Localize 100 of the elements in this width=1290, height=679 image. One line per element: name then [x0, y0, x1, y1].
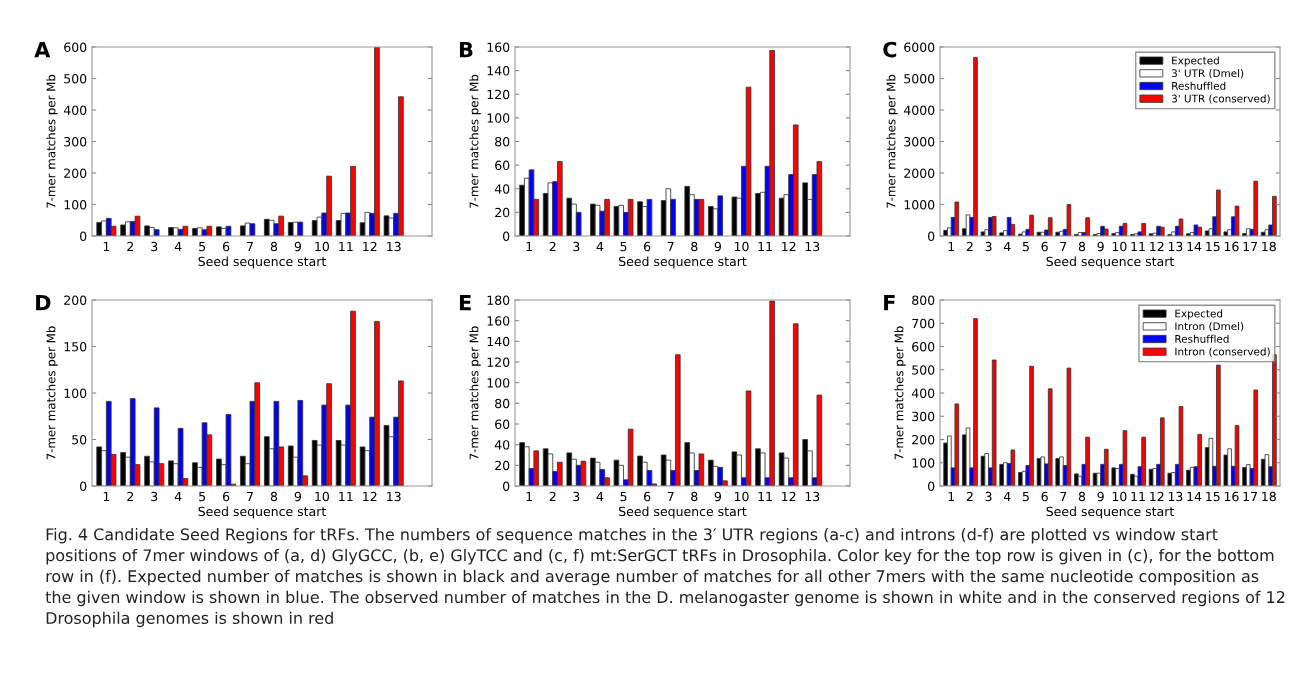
x-tick-label: 17: [1243, 491, 1257, 502]
x-tick-label: 10: [734, 241, 749, 252]
legend-label: Expected: [1175, 309, 1223, 320]
x-tick-label: 8: [270, 491, 278, 502]
x-tick-label: 13: [387, 491, 401, 502]
x-tick-label: 2: [966, 491, 973, 502]
x-tick-label: 18: [1262, 491, 1276, 502]
x-tick-label: 17: [1243, 241, 1257, 252]
y-tick-label: 200: [64, 295, 87, 305]
y-axis-title: 7-mer matches per Mb: [46, 74, 58, 208]
y-tick-label: 1000: [904, 199, 935, 210]
y-tick-label: 600: [64, 42, 87, 52]
x-tick-label: 4: [1003, 491, 1011, 502]
x-tick-label: 7: [667, 491, 674, 502]
x-tick-label: 8: [691, 241, 698, 252]
y-tick-label: 400: [63, 105, 87, 115]
y-tick-label: 3000: [904, 136, 935, 147]
x-tick-label: 6: [222, 241, 230, 252]
x-tick-label: 2: [127, 491, 134, 502]
x-tick-label: 8: [691, 491, 698, 502]
legend-label: 3' UTR (Dmel): [1171, 69, 1244, 79]
x-tick-label: 2: [966, 241, 973, 252]
x-tick-label: 3: [573, 491, 580, 502]
y-tick-label: 4000: [903, 105, 935, 115]
legend-label: Reshuffled: [1175, 334, 1229, 343]
y-tick-label: 0: [503, 231, 510, 241]
y-tick-label: 80: [495, 136, 510, 147]
x-tick-label: 8: [270, 241, 278, 252]
x-tick-label: 9: [1097, 491, 1104, 502]
x-tick-label: 3: [151, 241, 158, 252]
x-axis-title: Seed sequence start: [619, 506, 747, 519]
x-axis-title: Seed sequence start: [198, 506, 326, 519]
y-tick-label: 50: [72, 434, 87, 445]
x-tick-label: 5: [620, 491, 627, 502]
x-tick-label: 13: [805, 491, 820, 502]
y-tick-label: 60: [495, 160, 510, 171]
x-tick-label: 1: [103, 241, 110, 252]
x-tick-label: 10: [315, 241, 329, 252]
y-tick-label: 0: [928, 481, 935, 491]
y-tick-label: 5000: [904, 73, 935, 84]
x-tick-label: 7: [1060, 241, 1067, 252]
x-tick-label: 13: [1168, 241, 1183, 252]
legend-label: Intron (Dmel): [1175, 322, 1244, 332]
x-tick-label: 3: [151, 491, 158, 502]
y-tick-label: 500: [64, 73, 87, 84]
y-tick-label: 160: [487, 316, 510, 326]
y-tick-label: 80: [495, 398, 510, 409]
x-tick-label: 8: [1078, 491, 1086, 502]
x-axis-title: Seed sequence start: [198, 256, 326, 269]
x-tick-label: 5: [199, 241, 206, 252]
y-tick-label: 40: [494, 184, 510, 194]
x-tick-label: 9: [714, 241, 721, 252]
x-tick-label: 2: [549, 241, 556, 252]
legend-label: Expected: [1172, 56, 1219, 67]
x-tick-label: 11: [1131, 241, 1145, 252]
x-tick-label: 4: [1003, 241, 1011, 252]
x-tick-label: 8: [1078, 241, 1086, 252]
y-tick-label: 60: [495, 419, 510, 429]
x-tick-label: 6: [1041, 241, 1048, 252]
x-tick-label: 10: [1112, 491, 1127, 502]
legend-label: Reshuffled: [1172, 81, 1226, 90]
y-tick-label: 300: [64, 136, 87, 147]
x-axis-title: Seed sequence start: [1046, 506, 1174, 519]
x-tick-label: 9: [294, 491, 302, 502]
chart-title: C: [883, 41, 897, 58]
x-tick-label: 4: [174, 491, 182, 502]
y-tick-label: 800: [912, 295, 935, 305]
x-tick-label: 1: [526, 491, 532, 502]
y-tick-label: 140: [487, 336, 510, 347]
x-tick-label: 12: [363, 241, 377, 252]
x-tick-label: 11: [758, 491, 772, 502]
y-tick-label: 2000: [904, 168, 935, 178]
x-tick-label: 9: [714, 491, 721, 502]
y-tick-label: 0: [80, 231, 87, 241]
x-tick-label: 9: [1097, 241, 1104, 252]
x-tick-label: 7: [247, 241, 253, 252]
y-tick-label: 400: [911, 388, 935, 398]
x-tick-label: 3: [985, 241, 992, 252]
y-tick-label: 100: [64, 199, 87, 210]
y-tick-label: 0: [80, 481, 87, 491]
x-tick-label: 6: [222, 491, 230, 502]
y-axis-title: 7-mer matches per Mb: [886, 74, 898, 208]
y-axis-title: 7-mer matches per Mb: [894, 326, 906, 460]
y-tick-label: 150: [64, 341, 87, 352]
y-tick-label: 40: [494, 440, 510, 450]
x-tick-label: 12: [782, 241, 796, 252]
x-tick-label: 13: [1168, 491, 1183, 502]
y-tick-label: 160: [487, 42, 510, 52]
y-axis-title: 7-mer matches per Mb: [469, 74, 481, 208]
y-tick-label: 6000: [904, 42, 935, 52]
x-tick-label: 7: [667, 241, 674, 252]
x-tick-label: 10: [315, 491, 329, 502]
legend-label: Intron (conserved): [1175, 347, 1270, 357]
x-tick-label: 12: [1150, 241, 1164, 252]
x-tick-label: 13: [387, 241, 401, 252]
x-tick-label: 5: [1022, 491, 1029, 502]
chart-title: D: [36, 295, 51, 311]
y-tick-label: 200: [912, 434, 935, 445]
x-tick-label: 10: [1112, 241, 1127, 252]
y-tick-label: 120: [487, 357, 510, 367]
